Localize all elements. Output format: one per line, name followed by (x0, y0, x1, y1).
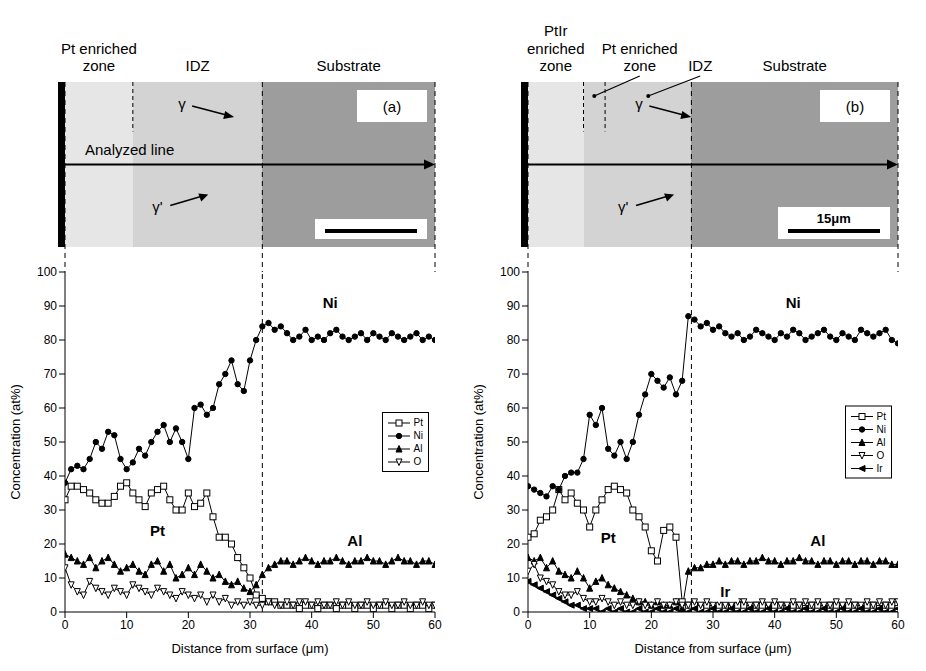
svg-text:60: 60 (507, 401, 521, 415)
svg-text:50: 50 (507, 435, 521, 449)
svg-text:Ni: Ni (786, 294, 801, 311)
svg-text:100: 100 (37, 265, 57, 279)
svg-text:70: 70 (44, 367, 58, 381)
svg-text:10: 10 (44, 571, 58, 585)
svg-text:Pt: Pt (601, 529, 616, 546)
html-text:Pt: Pt (413, 417, 423, 428)
svg-text:40: 40 (507, 469, 521, 483)
html-text:O: O (413, 456, 422, 467)
svg-text:Ni: Ni (323, 294, 338, 311)
svg-text:40: 40 (305, 618, 319, 632)
html-text:Ni: Ni (876, 423, 886, 435)
svg-text:0: 0 (525, 618, 532, 632)
html-text:Pt enriched zone: Pt enriched zone (601, 39, 678, 74)
svg-text:20: 20 (44, 537, 58, 551)
svg-text:Distance from surface (μm): Distance from surface (μm) (171, 641, 328, 656)
svg-text:Al: Al (347, 532, 362, 549)
svg-text:0: 0 (62, 618, 69, 632)
html-text:Al: Al (413, 443, 423, 454)
svg-text:50: 50 (44, 435, 58, 449)
svg-text:50: 50 (830, 618, 844, 632)
svg-text:0: 0 (513, 605, 520, 619)
svg-text:10: 10 (507, 571, 521, 585)
svg-text:10: 10 (583, 618, 597, 632)
svg-text:Pt: Pt (150, 522, 165, 539)
html-text:Al: Al (876, 436, 886, 448)
html-text:Substrate: Substrate (762, 56, 827, 74)
html-text:PtIr enriched zone: PtIr enriched zone (527, 22, 585, 74)
svg-text:30: 30 (243, 618, 257, 632)
svg-text:10: 10 (120, 618, 134, 632)
html-text:15μm: 15μm (816, 211, 851, 227)
svg-text:60: 60 (44, 401, 58, 415)
svg-text:90: 90 (44, 299, 58, 313)
svg-text:Ir: Ir (720, 583, 730, 600)
html-text:γ': γ' (152, 197, 163, 215)
svg-text:100: 100 (500, 265, 520, 279)
html-text:γ: γ (635, 95, 643, 112)
html-text:Ir: Ir (876, 462, 883, 474)
html-text:Analyzed line: Analyzed line (85, 140, 175, 158)
svg-text:30: 30 (507, 503, 521, 517)
svg-text:80: 80 (44, 333, 58, 347)
html-text:IDZ: IDZ (688, 56, 713, 74)
svg-text:Distance from surface (μm): Distance from surface (μm) (634, 641, 791, 656)
svg-text:90: 90 (507, 299, 521, 313)
svg-text:Al: Al (810, 532, 825, 549)
svg-text:20: 20 (182, 618, 196, 632)
svg-text:60: 60 (891, 618, 905, 632)
svg-text:70: 70 (507, 367, 521, 381)
svg-text:80: 80 (507, 333, 521, 347)
html-text:(a): (a) (382, 97, 402, 115)
html-text:Pt: Pt (876, 410, 886, 422)
svg-text:20: 20 (507, 537, 521, 551)
svg-text:Concentration (at%): Concentration (at%) (8, 384, 23, 500)
html-text:IDZ: IDZ (185, 56, 210, 74)
html-text:(b): (b) (845, 97, 865, 115)
html-text:γ': γ' (618, 197, 629, 215)
svg-text:50: 50 (367, 618, 381, 632)
svg-text:40: 40 (768, 618, 782, 632)
svg-text:60: 60 (428, 618, 442, 632)
svg-text:20: 20 (645, 618, 659, 632)
svg-text:0: 0 (50, 605, 57, 619)
svg-text:30: 30 (44, 503, 58, 517)
svg-text:Concentration (at%): Concentration (at%) (471, 384, 486, 500)
html-text:Ni: Ni (413, 430, 423, 441)
html-text:Substrate: Substrate (316, 56, 381, 74)
svg-text:30: 30 (706, 618, 720, 632)
html-text:Pt enriched zone: Pt enriched zone (61, 39, 137, 74)
html-text:O: O (876, 449, 885, 461)
html-text:γ: γ (178, 95, 186, 112)
svg-text:40: 40 (44, 469, 58, 483)
